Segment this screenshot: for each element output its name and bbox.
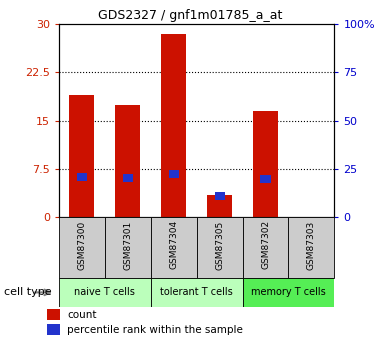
Bar	[47, 324, 60, 335]
Text: GSM87304: GSM87304	[169, 220, 178, 269]
Bar	[169, 170, 179, 178]
Bar	[77, 173, 87, 181]
Bar	[242, 278, 334, 307]
Bar	[151, 278, 242, 307]
Bar	[260, 175, 271, 183]
Bar	[151, 217, 197, 278]
Text: tolerant T cells: tolerant T cells	[160, 287, 233, 297]
Text: GSM87303: GSM87303	[307, 220, 316, 270]
Text: GSM87301: GSM87301	[123, 220, 132, 270]
Bar	[242, 217, 288, 278]
Bar	[115, 105, 140, 217]
Text: cell type: cell type	[4, 287, 51, 297]
Text: naive T cells: naive T cells	[74, 287, 135, 297]
Text: GSM87305: GSM87305	[215, 220, 224, 270]
Bar	[215, 192, 225, 200]
Text: GDS2327 / gnf1m01785_a_at: GDS2327 / gnf1m01785_a_at	[98, 9, 282, 22]
Bar	[123, 174, 133, 181]
Bar	[253, 111, 278, 217]
Bar	[59, 217, 105, 278]
Bar	[207, 195, 232, 217]
Text: GSM87302: GSM87302	[261, 220, 270, 269]
Text: percentile rank within the sample: percentile rank within the sample	[67, 325, 243, 335]
Text: memory T cells: memory T cells	[251, 287, 326, 297]
Bar	[197, 217, 242, 278]
Text: GSM87300: GSM87300	[78, 220, 86, 270]
Bar	[288, 217, 334, 278]
Bar	[59, 278, 151, 307]
Bar	[161, 34, 186, 217]
Text: count: count	[67, 310, 97, 320]
Bar	[69, 95, 95, 217]
Bar	[47, 309, 60, 320]
Bar	[105, 217, 151, 278]
